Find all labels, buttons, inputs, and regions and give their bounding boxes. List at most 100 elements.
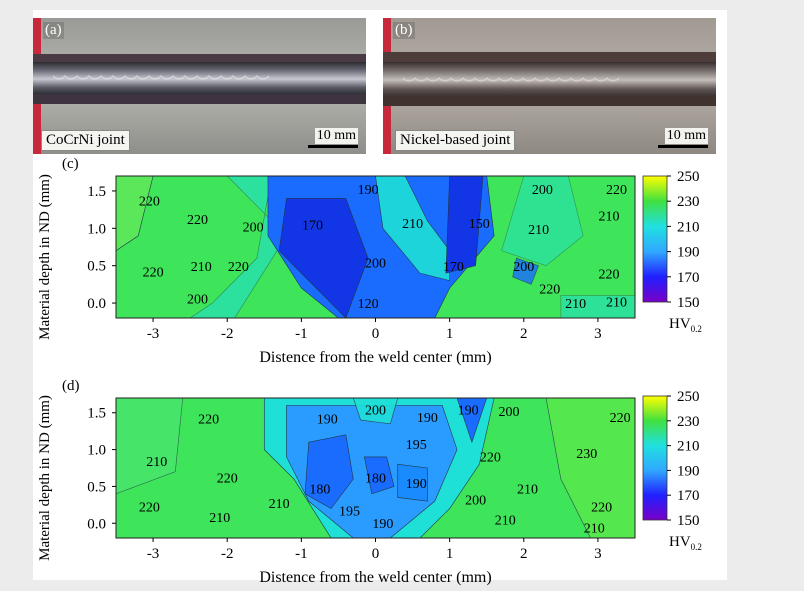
x-tick-label: -1 [295,326,308,342]
x-tick-label: 1 [446,546,454,562]
contour-label: 220 [480,451,501,466]
y-tick-label: 1.5 [87,406,106,422]
colorbar-tick-label: 170 [677,488,700,504]
contour-label: 220 [139,501,160,516]
colorbar-tick-label: 210 [677,219,700,235]
contour-label: 210 [528,223,549,238]
contour-label: 210 [209,511,230,526]
scale-bar-a [308,145,358,148]
weld-photo-a: (a) CoCrNi joint 10 mm [33,18,366,154]
y-tick-label: 0.5 [87,259,106,275]
contour-label: 190 [358,183,379,198]
contour-label: 200 [365,256,386,271]
contour-label: 210 [269,497,290,512]
region-220-left [116,176,154,252]
photo-caption-a: CoCrNi joint [41,130,130,151]
contour-label: 220 [217,471,238,486]
contour-label: 150 [469,217,490,232]
contour-label: 220 [591,501,612,516]
contour-label: 200 [498,405,519,420]
contour-label: 190 [406,477,427,492]
contour-label: 210 [584,521,605,536]
contour-label: 220 [606,183,627,198]
figure: (a) CoCrNi joint 10 mm [33,10,727,586]
colorbar-tick-label: 210 [677,439,700,455]
contour-label: 120 [358,297,379,312]
contour-label: 200 [465,493,486,508]
region-210-bottom [560,295,635,318]
x-tick-label: -3 [147,546,160,562]
y-tick-label: 1.0 [87,443,106,459]
contour-label: 220 [599,268,620,283]
x-tick-label: -1 [295,546,308,562]
contour-label: 210 [565,297,586,312]
contour-label: 210 [191,260,212,275]
contour-label: 210 [146,455,167,470]
x-axis-label: Distence from the weld center (mm) [259,569,491,586]
x-tick-label: 3 [594,326,602,342]
scale-bar-b [658,145,708,148]
contour-label: 195 [339,504,360,519]
contour-label: 210 [517,482,538,497]
region-190-center [397,463,428,502]
colorbar [642,175,668,303]
region-180-left [304,434,354,509]
contour-label: 220 [610,411,631,426]
weld-photo-b: (b) Nickel-based joint 10 mm [383,18,716,154]
panel-tag-b: (b) [393,22,415,39]
contour-label: 170 [443,260,464,275]
contour-label: 190 [458,403,479,418]
colorbar-unit-sub: 0.2 [691,542,702,552]
x-tick-label: -3 [147,326,160,342]
colorbar-unit: HV0.2 [669,534,702,552]
heatmap-fill [116,398,635,538]
colorbar-unit-main: HV [669,316,691,332]
region-200-top [352,398,399,425]
y-tick-label: 0.5 [87,479,106,495]
contour-label: 220 [187,213,208,228]
contour-label: 170 [302,218,323,233]
colorbar-unit: HV0.2 [669,316,702,334]
x-tick-label: 1 [446,326,454,342]
region-210-right [501,176,584,267]
region-230 [545,398,635,538]
panel-tag-a: (a) [43,22,64,39]
contour-label: 210 [599,209,620,224]
colorbar-tick-label: 150 [677,513,700,529]
contour-label: 210 [402,217,423,232]
heatmap-fill [116,176,635,318]
colorbar-tick-label: 250 [677,169,700,185]
y-axis-label: Material depth in ND (mm) [37,395,53,561]
contour-label: 180 [365,471,386,486]
panel-tag: (d) [62,378,80,394]
region-150 [445,176,484,274]
contour-label: 200 [187,292,208,307]
x-tick-label: 0 [372,546,380,562]
x-tick-label: 2 [520,546,528,562]
colorbar-tick-label: 230 [677,414,700,430]
contour-label: 190 [317,412,338,427]
contour-label: 210 [606,295,627,310]
x-tick-label: 3 [594,546,602,562]
contour-label: 180 [309,482,330,497]
y-tick-label: 0.0 [87,516,106,532]
scale-label-a: 10 mm [314,128,358,144]
contour-label: 200 [243,221,264,236]
contour-label: 200 [513,260,534,275]
y-axis-label: Material depth in ND (mm) [37,174,53,340]
x-tick-label: -2 [221,546,234,562]
colorbar-tick-label: 170 [677,270,700,286]
x-tick-label: -2 [221,326,234,342]
contour-label: 190 [417,411,438,426]
colorbar-unit-main: HV [669,534,691,550]
colorbar [642,395,668,521]
region-210-left [116,398,184,495]
colorbar-tick-label: 250 [677,389,700,405]
panel-tag: (c) [62,156,79,172]
photo-caption-b: Nickel-based joint [395,130,516,151]
region-190-top [456,398,488,444]
contour-label: 230 [576,447,597,462]
contour-label: 200 [365,403,386,418]
